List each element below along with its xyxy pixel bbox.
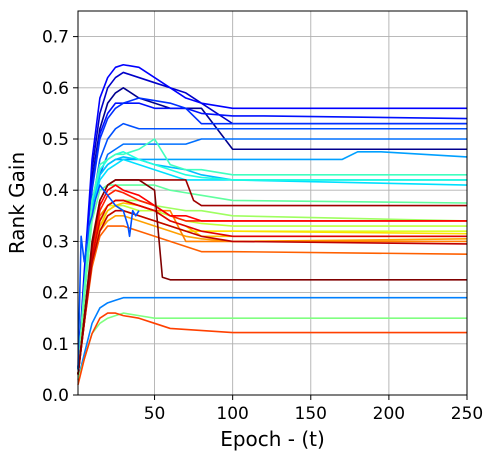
x-tick-label: 50 [144,404,166,424]
series-line-1 [77,87,467,370]
series-line-30 [77,179,467,375]
series-line-23 [77,225,468,375]
series-line-15 [77,312,467,380]
series-line-28 [77,209,468,375]
series-line-14 [77,184,468,370]
x-tick-label: 200 [373,404,405,424]
series-line-3 [77,63,467,370]
series-line-20 [77,202,467,375]
series-line-8 [77,296,467,380]
series-line-27 [77,199,467,375]
series-lines [77,63,468,385]
series-line-2 [77,71,467,370]
series-line-10 [77,156,467,370]
x-tick-label: 150 [295,404,327,424]
series-line-24 [77,312,467,385]
series-line-13 [77,138,467,370]
y-tick-label: 0.0 [42,386,69,406]
plot-frame [77,10,468,396]
y-tick-label: 0.1 [42,335,69,355]
series-line-21 [77,215,468,375]
series-line-5 [77,97,467,370]
y-axis-label: Rank Gain [5,152,29,254]
axis-ticks: 50 100 150 200 250 0.0 0.1 0.2 0.3 0.4 0.5 0.6 0.7 [42,28,483,424]
y-tick-label: 0.5 [42,130,69,150]
y-tick-label: 0.3 [42,232,69,252]
series-line-25 [77,189,467,375]
x-axis-label: Epoch - (t) [220,427,325,451]
series-line-31 [77,184,140,370]
y-tick-label: 0.2 [42,284,69,304]
y-tick-label: 0.6 [42,79,69,99]
x-tick-label: 100 [216,404,248,424]
series-line-11 [77,158,468,370]
y-tick-label: 0.7 [42,28,69,48]
y-tick-label: 0.4 [42,181,69,201]
x-tick-label: 250 [451,404,483,424]
